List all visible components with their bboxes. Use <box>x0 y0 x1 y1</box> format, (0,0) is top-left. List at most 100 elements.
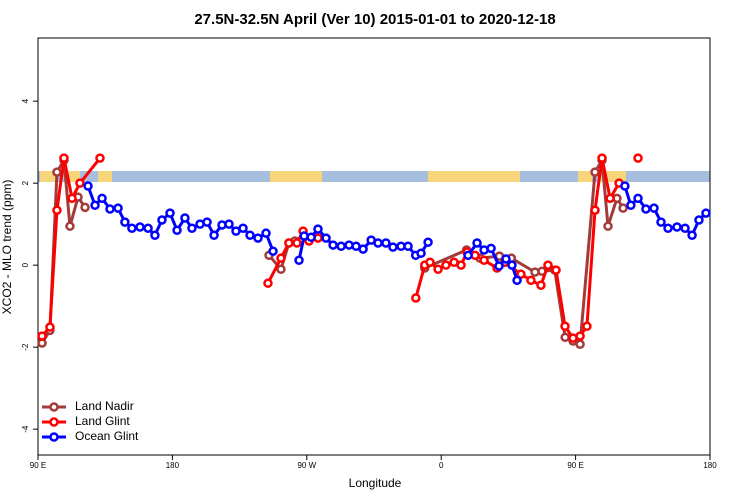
data-point <box>306 232 316 243</box>
data-point <box>590 167 600 177</box>
data-point <box>253 233 263 243</box>
data-point <box>626 200 636 211</box>
data-point <box>95 153 105 163</box>
data-point <box>313 224 323 234</box>
data-point <box>663 223 673 234</box>
data-point <box>52 167 62 177</box>
data-point <box>416 248 426 259</box>
data-point <box>80 202 90 213</box>
data-point <box>180 213 190 223</box>
x-tick-label: 0 <box>439 461 444 470</box>
data-point <box>633 153 643 163</box>
data-point <box>127 223 137 234</box>
data-point <box>358 244 368 254</box>
x-tick-label: 90 E <box>30 461 46 470</box>
data-point <box>423 237 433 247</box>
data-point <box>150 230 160 240</box>
y-tick-label: 0 <box>21 262 30 267</box>
data-point <box>284 238 294 248</box>
data-point <box>113 203 123 213</box>
data-point <box>172 225 182 236</box>
data-point <box>381 238 391 248</box>
data-point <box>328 240 338 250</box>
data-point <box>238 223 248 234</box>
data-point <box>597 153 607 163</box>
data-point <box>543 260 553 270</box>
data-point <box>97 193 107 204</box>
data-point <box>672 222 682 232</box>
legend-label: Ocean Glint <box>75 429 139 443</box>
data-point <box>403 241 413 252</box>
data-point <box>268 246 278 256</box>
data-point <box>143 223 153 234</box>
data-point <box>472 238 482 248</box>
data-point <box>321 233 331 243</box>
data-point <box>336 241 346 252</box>
data-point <box>701 208 711 218</box>
data-point <box>165 208 175 218</box>
y-tick-label: -4 <box>21 425 30 433</box>
series-line <box>40 155 625 347</box>
data-point <box>202 217 212 227</box>
data-point <box>135 222 145 232</box>
data-point <box>560 321 570 332</box>
data-point <box>590 205 600 215</box>
data-point <box>245 230 255 240</box>
data-point <box>294 255 304 265</box>
data-point <box>526 275 536 286</box>
y-tick-label: 4 <box>21 98 30 103</box>
data-point <box>263 278 273 288</box>
data-point <box>605 193 615 204</box>
data-point <box>536 280 546 290</box>
legend-marker <box>49 432 59 442</box>
data-point <box>209 230 219 240</box>
data-point <box>276 264 286 275</box>
legend-marker <box>49 402 59 412</box>
data-point <box>37 331 47 341</box>
legend-label: Land Glint <box>75 414 130 428</box>
data-point <box>494 261 504 271</box>
data-point <box>656 217 666 227</box>
plot-frame <box>37 37 711 456</box>
data-point <box>157 215 167 225</box>
data-point <box>67 193 77 204</box>
data-point <box>463 250 473 261</box>
data-point <box>603 221 613 231</box>
legend-marker <box>49 417 59 427</box>
data-point <box>694 215 704 225</box>
x-tick-label: 180 <box>703 461 717 470</box>
data-point <box>501 254 511 264</box>
data-point <box>486 243 496 254</box>
data-point <box>292 238 302 248</box>
y-axis-label: XCO2 - MLO trend (ppm) <box>0 180 14 315</box>
chart-title: 27.5N-32.5N April (Ver 10) 2015-01-01 to… <box>194 11 555 28</box>
data-point <box>479 255 489 265</box>
data-point <box>411 293 421 303</box>
data-point <box>441 260 451 270</box>
data-point <box>641 204 651 214</box>
data-point <box>620 181 630 191</box>
data-point <box>187 223 197 234</box>
land-ocean-strip <box>38 171 710 182</box>
data-point <box>575 339 585 350</box>
data-point <box>512 275 522 286</box>
data-point <box>560 332 570 343</box>
data-point <box>680 223 690 234</box>
data-point <box>575 331 585 341</box>
data-point <box>65 221 75 231</box>
data-point <box>373 238 383 248</box>
data-point <box>83 181 93 191</box>
data-point <box>59 153 69 163</box>
data-point <box>224 219 234 229</box>
data-point <box>105 204 115 214</box>
data-point <box>52 205 62 215</box>
x-tick-label: 180 <box>166 461 180 470</box>
data-point <box>687 230 697 240</box>
x-axis-label: Longitude <box>349 476 402 490</box>
data-point <box>633 193 643 204</box>
data-point <box>120 217 130 227</box>
x-tick-label: 90 E <box>567 461 583 470</box>
data-point <box>90 200 100 211</box>
x-tick-label: 90 W <box>297 461 316 470</box>
